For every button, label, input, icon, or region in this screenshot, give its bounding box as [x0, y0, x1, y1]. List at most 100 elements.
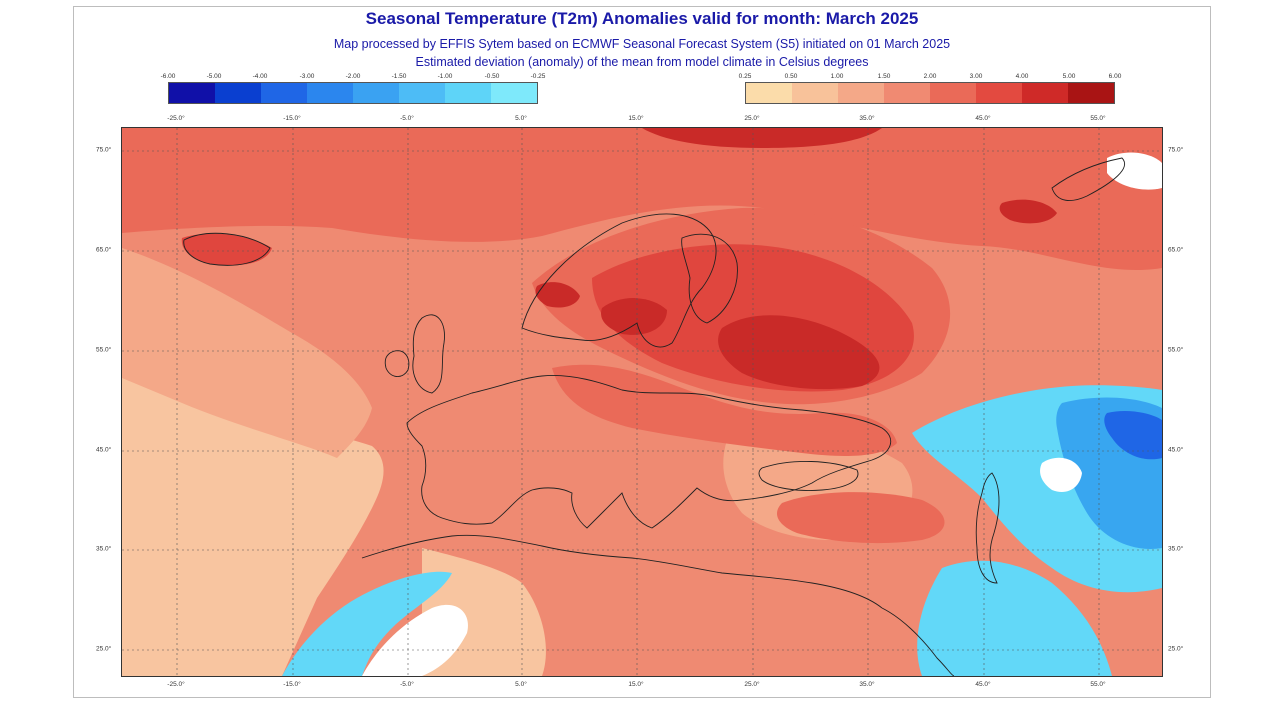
very-hot-core-norway	[535, 282, 580, 308]
cold-tick-label: -4.00	[252, 73, 268, 80]
atlantic-light-anomaly-zone	[122, 248, 372, 458]
warm-colorbar-swatch	[930, 83, 976, 103]
arctic-warm-band	[122, 128, 1162, 271]
lon-label-top: -5.0°	[400, 115, 414, 122]
lon-label-top: -25.0°	[167, 115, 185, 122]
graticule	[122, 128, 1162, 676]
lat-label-right: 75.0°	[1168, 146, 1184, 154]
cold-tick-label: -5.00	[206, 73, 222, 80]
warm-colorbar-swatch	[976, 83, 1022, 103]
lon-label-bottom: 45.0°	[975, 681, 991, 688]
lon-label-bottom: 15.0°	[628, 681, 644, 688]
very-hot-core-arctic	[642, 128, 882, 148]
warm-tick-label: 0.25	[738, 73, 752, 80]
warm-colorbar-swatch	[746, 83, 792, 103]
lon-label-top: 55.0°	[1090, 115, 1106, 122]
lon-label-bottom: 5.0°	[515, 681, 527, 688]
lon-label-bottom: 25.0°	[744, 681, 760, 688]
warm-legend-ticks: 0.25 0.50 1.00 1.50 2.00 3.00 4.00 5.00 …	[739, 73, 1122, 83]
lat-label-left: 55.0°	[96, 346, 112, 354]
cold-colorbar-swatch	[353, 83, 399, 103]
finland-outline	[681, 233, 738, 324]
lat-label-right: 35.0°	[1168, 545, 1184, 553]
lat-label-left: 75.0°	[96, 146, 112, 154]
cold-tick-label: -3.00	[299, 73, 315, 80]
cold-colorbar-swatch	[399, 83, 445, 103]
coastlines	[183, 157, 1125, 676]
no-anomaly-arctic-islands	[1107, 152, 1162, 190]
cold-colorbar-swatch	[261, 83, 307, 103]
cold-tick-label: -1.00	[437, 73, 453, 80]
lon-label-bottom: -15.0°	[283, 681, 301, 688]
cold-tick-label: -6.00	[160, 73, 176, 80]
warm-tick-label: 0.50	[784, 73, 798, 80]
cold-tick-label: -2.00	[345, 73, 361, 80]
cold-colorbar-swatch	[215, 83, 261, 103]
central-europe-warm-zone	[552, 364, 897, 456]
lon-label-bottom: 55.0°	[1090, 681, 1106, 688]
warm-tick-label: 1.00	[830, 73, 844, 80]
lat-label-left: 25.0°	[96, 645, 112, 653]
warm-tick-label: 1.50	[877, 73, 891, 80]
scandinavia-outline	[521, 213, 717, 348]
warm-colorbar-swatch	[838, 83, 884, 103]
lon-label-top: 35.0°	[859, 115, 875, 122]
lon-label-top: 25.0°	[744, 115, 760, 122]
lat-label-right: 55.0°	[1168, 346, 1184, 354]
cold-tick-label: -0.50	[484, 73, 500, 80]
warm-colorbar-swatch	[884, 83, 930, 103]
cold-tick-label: -0.25	[530, 73, 546, 80]
very-hot-core-sweden	[601, 298, 667, 335]
lon-label-bottom: 35.0°	[859, 681, 875, 688]
warm-colorbar-swatch	[1022, 83, 1068, 103]
lat-label-left: 65.0°	[96, 246, 112, 254]
cold-colorbar-swatch	[307, 83, 353, 103]
map-subtitle-units: Estimated deviation (anomaly) of the mea…	[415, 55, 869, 69]
black-sea-outline	[758, 461, 859, 491]
iceland-warm-zone	[181, 233, 272, 266]
novaya-zemlya-outline	[1051, 157, 1125, 201]
lat-label-right: 45.0°	[1168, 446, 1184, 454]
warm-tick-label: 4.00	[1015, 73, 1029, 80]
cold-colorbar-swatch	[491, 83, 537, 103]
lat-label-right: 25.0°	[1168, 645, 1184, 653]
cold-colorbar-swatch	[169, 83, 215, 103]
lat-label-right: 65.0°	[1168, 246, 1184, 254]
caspian-outline	[975, 472, 1000, 584]
ireland-outline	[384, 350, 410, 377]
lon-label-top: 5.0°	[515, 115, 527, 122]
cold-zone-northwest-africa	[282, 571, 452, 676]
europe-mainland-outline	[406, 375, 892, 529]
lon-label-top: 45.0°	[975, 115, 991, 122]
no-anomaly-west-sahara	[362, 604, 468, 676]
iceland-outline	[183, 232, 271, 266]
cold-legend-ticks: -6.00 -5.00 -4.00 -3.00 -2.00 -1.50 -1.0…	[161, 73, 546, 83]
lon-label-top: 15.0°	[628, 115, 644, 122]
map-subtitle-source: Map processed by EFFIS Sytem based on EC…	[333, 37, 951, 51]
cold-colorbar-swatch	[445, 83, 491, 103]
warm-colorbar-swatch	[792, 83, 838, 103]
cold-colorbar	[168, 82, 538, 104]
warm-colorbar	[745, 82, 1115, 104]
north-africa-coast-outline	[361, 534, 883, 609]
lon-label-top: -15.0°	[283, 115, 301, 122]
very-hot-core-russia	[718, 315, 880, 390]
lon-label-bottom: -25.0°	[167, 681, 185, 688]
warm-tick-label: 6.00	[1108, 73, 1122, 80]
very-hot-core-barents	[999, 199, 1057, 224]
british-isles-outline	[412, 314, 445, 394]
warm-tick-label: 2.00	[923, 73, 937, 80]
anomaly-map	[121, 127, 1163, 677]
no-anomaly-kazakhstan	[1040, 457, 1082, 493]
cold-tick-label: -1.50	[391, 73, 407, 80]
cold-zone-middle-east	[917, 560, 1112, 676]
cold-deep-caspian	[1104, 410, 1162, 460]
warm-colorbar-swatch	[1068, 83, 1114, 103]
turkey-warm-zone	[777, 492, 945, 544]
warm-tick-label: 3.00	[969, 73, 983, 80]
lat-label-left: 45.0°	[96, 446, 112, 454]
arabia-outline	[881, 607, 955, 676]
lon-label-bottom: -5.0°	[400, 681, 414, 688]
map-title: Seasonal Temperature (T2m) Anomalies val…	[365, 9, 919, 28]
warm-tick-label: 5.00	[1062, 73, 1076, 80]
